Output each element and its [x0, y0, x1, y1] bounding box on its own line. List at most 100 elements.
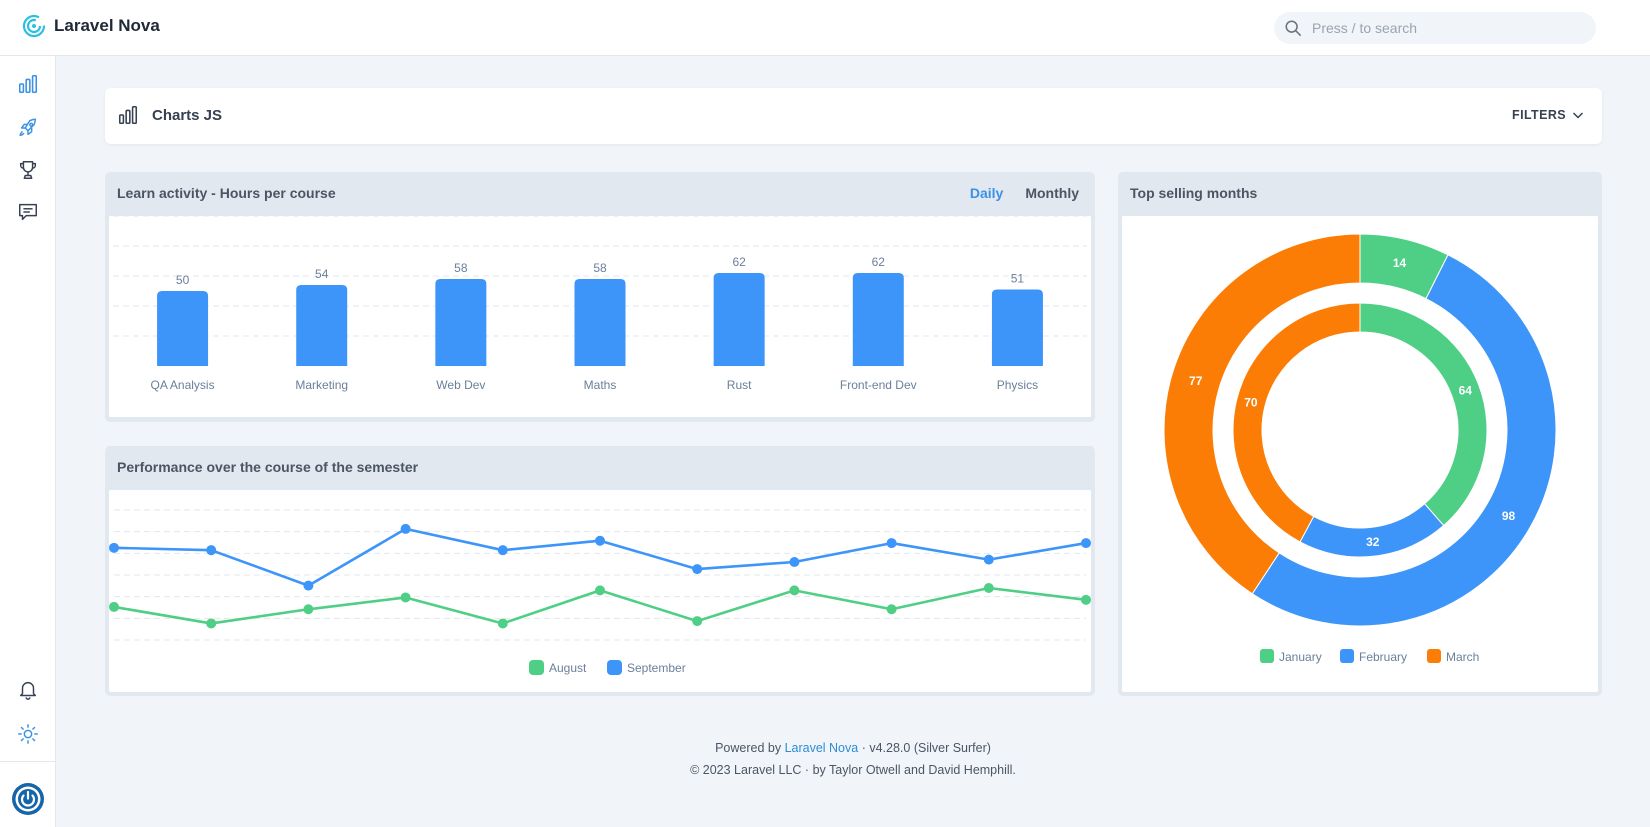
bar-value-label: 58: [454, 261, 468, 275]
data-point: [303, 604, 314, 615]
legend-label: August: [549, 661, 587, 675]
slice-march: [1232, 302, 1361, 543]
legend-swatch: [529, 660, 544, 675]
resources-nav-button[interactable]: [14, 114, 42, 142]
data-point: [595, 585, 605, 596]
learn-activity-panel: Learn activity - Hours per course Daily …: [105, 172, 1095, 422]
footer-nova-link[interactable]: Laravel Nova: [784, 741, 859, 755]
legend-label: March: [1446, 650, 1479, 664]
legend-swatch: [1340, 649, 1354, 663]
category-label: Web Dev: [436, 378, 485, 392]
footer-copyright: © 2023 Laravel LLC · by Taylor Otwell an…: [690, 763, 1016, 777]
bar: [574, 279, 626, 366]
legend-label: January: [1279, 650, 1322, 664]
achievements-nav-button[interactable]: [14, 156, 42, 184]
bar-value-label: 50: [176, 273, 190, 287]
slice-value-label: 64: [1459, 383, 1473, 397]
slice-february: [1299, 503, 1445, 558]
bar: [852, 273, 904, 366]
bar: [435, 279, 487, 366]
sun-icon: [18, 724, 38, 744]
category-label: Marketing: [295, 378, 348, 392]
top-selling-panel: Top selling months 14 98 77 64 32 70 January Fe…: [1118, 172, 1602, 696]
bar-chart-area: 50 QA Analysis 54 Marketing 58 Web Dev 58 Maths…: [109, 215, 1091, 417]
slice-february: [1251, 254, 1557, 627]
category-label: Front-end Dev: [840, 378, 917, 392]
search-input[interactable]: [1312, 20, 1572, 36]
doughnut-chart-area: 14 98 77 64 32 70 January February March: [1122, 216, 1598, 692]
performance-panel: Performance over the course of the semes…: [105, 446, 1095, 696]
data-point: [497, 618, 508, 629]
slice-march: [1163, 233, 1361, 595]
bar-chart-icon: [118, 105, 138, 125]
sidebar: [0, 56, 56, 827]
category-label: Physics: [997, 378, 1038, 392]
doughnut-chart: 14 98 77 64 32 70 January February March: [1163, 233, 1557, 664]
search-bar[interactable]: [1274, 12, 1596, 44]
bar: [991, 289, 1043, 366]
category-label: Maths: [584, 378, 617, 392]
notifications-button[interactable]: [14, 676, 42, 704]
bell-icon: [19, 682, 37, 700]
data-point: [1081, 594, 1091, 605]
data-point: [692, 616, 703, 627]
dashboards-nav-button[interactable]: [14, 70, 42, 98]
trophy-icon: [19, 161, 37, 179]
filters-button[interactable]: FILTERS: [1512, 108, 1584, 122]
tab-daily[interactable]: Daily: [969, 185, 1004, 201]
dashboard-heading-card: Charts JS FILTERS: [105, 88, 1602, 144]
data-point: [206, 545, 217, 556]
data-point: [789, 585, 800, 596]
line-chart: August September: [109, 509, 1091, 675]
chevron-down-icon: [1572, 112, 1584, 119]
legend-label: September: [627, 661, 686, 675]
bar-value-label: 62: [732, 255, 746, 269]
learn-activity-title: Learn activity - Hours per course: [117, 185, 336, 201]
chat-icon: [19, 203, 37, 221]
data-point: [1081, 538, 1091, 549]
legend-swatch: [1260, 649, 1274, 663]
filters-label: FILTERS: [1512, 108, 1566, 122]
category-label: Rust: [727, 378, 752, 392]
dashboard-title: Charts JS: [152, 107, 223, 124]
footer-version: · v4.28.0 (Silver Surfer): [861, 741, 991, 755]
bar-value-label: 51: [1011, 272, 1025, 286]
data-point: [400, 592, 411, 603]
slice-january: [1359, 302, 1488, 527]
slice-value-label: 14: [1393, 256, 1407, 270]
data-point: [497, 545, 508, 556]
data-point: [886, 538, 897, 549]
performance-title: Performance over the course of the semes…: [117, 459, 419, 475]
data-point: [303, 580, 314, 591]
slice-value-label: 32: [1366, 535, 1380, 549]
legend-label: February: [1359, 650, 1407, 664]
bar-chart-icon: [18, 74, 38, 94]
bar-value-label: 58: [593, 261, 607, 275]
tab-monthly[interactable]: Monthly: [1025, 185, 1079, 201]
slice-value-label: 70: [1244, 396, 1258, 410]
bar-chart: 50 QA Analysis 54 Marketing 58 Web Dev 58 Maths…: [113, 215, 1087, 392]
top-selling-title: Top selling months: [1130, 185, 1258, 201]
data-point: [400, 523, 411, 534]
category-label: QA Analysis: [151, 378, 215, 392]
footer-powered: Powered by Laravel Nova · v4.28.0 (Silve…: [56, 741, 1650, 755]
theme-toggle-button[interactable]: [14, 720, 42, 748]
bar: [157, 291, 209, 366]
data-point: [983, 583, 994, 593]
bar-value-label: 54: [315, 267, 329, 281]
data-point: [983, 554, 994, 565]
data-point: [109, 601, 119, 612]
user-menu-button[interactable]: [10, 781, 46, 817]
data-point: [206, 618, 217, 629]
bar: [713, 273, 765, 366]
app-name: Laravel Nova: [54, 16, 160, 35]
data-point: [109, 542, 119, 553]
data-point: [886, 604, 897, 615]
slice-value-label: 77: [1189, 374, 1203, 388]
messages-nav-button[interactable]: [14, 198, 42, 226]
brand[interactable]: Laravel Nova: [22, 14, 160, 38]
footer-powered-prefix: Powered by: [715, 741, 782, 755]
bar-value-label: 62: [872, 255, 886, 269]
legend-swatch: [607, 660, 622, 675]
data-point: [595, 535, 605, 546]
